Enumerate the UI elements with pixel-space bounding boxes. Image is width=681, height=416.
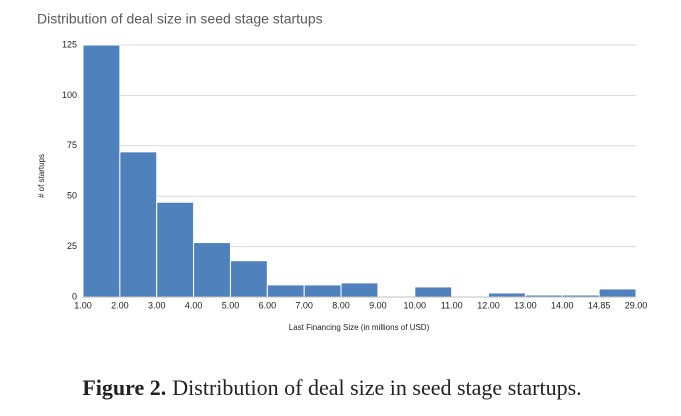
x-tick-label: 1.00 — [74, 300, 92, 310]
x-tick-label: 3.00 — [148, 300, 166, 310]
x-tick-label: 6.00 — [259, 300, 277, 310]
bar — [488, 292, 526, 298]
x-tick-label: 7.00 — [295, 300, 313, 310]
y-tick-label: 75 — [67, 140, 77, 150]
bar — [414, 286, 453, 298]
x-tick-label: 9.00 — [369, 300, 387, 310]
bar — [119, 151, 158, 298]
bar — [156, 201, 195, 298]
bar — [303, 284, 342, 298]
y-tick-label: 0 — [72, 291, 77, 301]
chart-title: Distribution of deal size in seed stage … — [37, 11, 323, 27]
bar — [82, 44, 121, 298]
y-tick-label: 100 — [62, 90, 77, 100]
bar — [340, 282, 379, 298]
y-tick-label: 125 — [62, 39, 77, 49]
y-tick-label: 50 — [67, 191, 77, 201]
x-tick-label: 4.00 — [185, 300, 203, 310]
caption-label: Figure 2. — [82, 375, 166, 400]
y-axis-label: # of startups — [37, 154, 46, 198]
bar — [266, 284, 305, 298]
x-axis-label: Last Financing Size (in millions of USD) — [289, 323, 430, 332]
y-tick-label: 25 — [67, 241, 77, 251]
x-tick-label: 14.00 — [551, 300, 574, 310]
bar — [598, 288, 637, 298]
x-tick-label: 8.00 — [332, 300, 350, 310]
caption-text: Distribution of deal size in seed stage … — [172, 375, 581, 400]
bar — [193, 242, 231, 298]
x-tick-label: 14.85 — [588, 300, 611, 310]
x-tick-label: 2.00 — [111, 300, 129, 310]
x-tick-label: 12.00 — [477, 300, 500, 310]
bar — [229, 260, 268, 298]
x-tick-label: 29.00 — [625, 300, 648, 310]
caption: Figure 2. Distribution of deal size in se… — [82, 375, 581, 400]
x-tick-label: 5.00 — [222, 300, 240, 310]
x-tick-label: 13.00 — [514, 300, 537, 310]
x-tick-label: 11.00 — [441, 300, 463, 310]
x-tick-label: 10.00 — [404, 300, 427, 310]
